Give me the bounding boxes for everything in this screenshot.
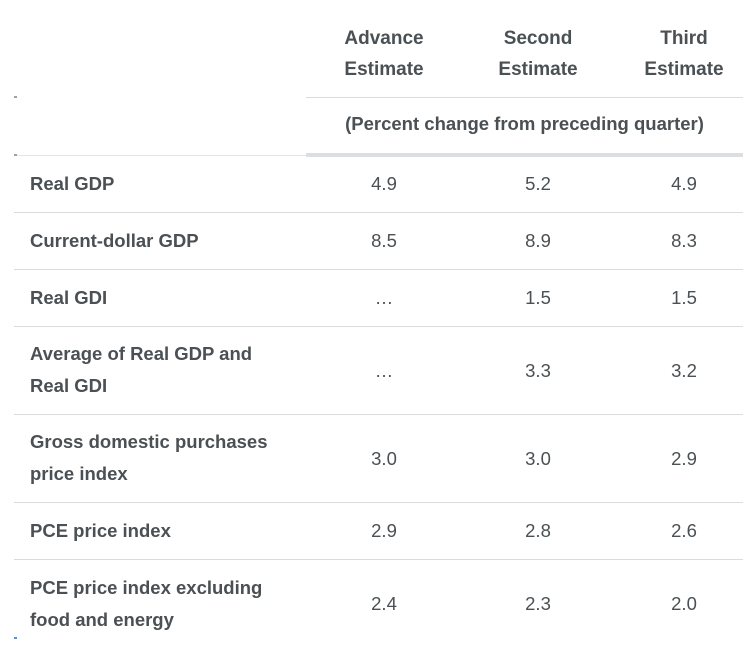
column-header-advance-estimate: Advance Estimate (309, 23, 459, 85)
value-advance: … (374, 360, 394, 381)
value-second: 2.3 (525, 593, 551, 614)
column-header-line: Second (503, 28, 573, 49)
value-third: 2.6 (671, 520, 697, 541)
row-label-line: Real GDI (30, 375, 108, 396)
column-header-line: Estimate (644, 59, 724, 80)
table-row: Gross domestic purchases price index 3.0… (14, 415, 743, 503)
subheader-divider (306, 153, 743, 157)
value-second: 8.9 (525, 230, 551, 251)
value-second: 1.5 (525, 287, 551, 308)
row-label: Average of Real GDP and Real GDI (30, 338, 252, 402)
units-subheader-row: (Percent change from preceding quarter) (0, 97, 743, 154)
column-header-line: Third (660, 28, 708, 49)
label-column-divider (14, 155, 306, 156)
row-divider-tick (14, 637, 17, 639)
table-header: Advance Estimate Second Estimate Third E… (0, 0, 743, 98)
row-label: Real GDP (30, 168, 114, 200)
row-label: Real GDI (30, 282, 107, 314)
value-second: 3.3 (525, 360, 551, 381)
table-row: Current-dollar GDP 8.5 8.9 8.3 (14, 213, 743, 270)
row-divider-tick (14, 96, 17, 98)
row-label: PCE price index (30, 515, 171, 547)
row-label-line: Gross domestic purchases (30, 431, 268, 452)
value-advance: 2.9 (371, 520, 397, 541)
value-third: 2.9 (671, 448, 697, 469)
row-label: Gross domestic purchases price index (30, 426, 268, 490)
row-label-line: Current-dollar GDP (30, 230, 199, 251)
row-label-line: price index (30, 463, 128, 484)
row-label-line: PCE price index (30, 520, 171, 541)
row-label-line: PCE price index excluding (30, 577, 263, 598)
row-divider-tick (14, 154, 17, 156)
value-third: 4.9 (671, 173, 697, 194)
column-header-line: Estimate (344, 59, 424, 80)
units-subheader: (Percent change from preceding quarter) (345, 113, 704, 134)
table-row: PCE price index excluding food and energ… (14, 560, 743, 638)
value-second: 2.8 (525, 520, 551, 541)
column-header-line: Estimate (498, 59, 578, 80)
row-label: PCE price index excluding food and energ… (30, 572, 262, 636)
value-advance: 2.4 (371, 593, 397, 614)
value-third: 3.2 (671, 360, 697, 381)
column-header-second-estimate: Second Estimate (463, 23, 613, 85)
value-third: 2.0 (671, 593, 697, 614)
table-row: Average of Real GDP and Real GDI … 3.3 3… (14, 327, 743, 415)
value-second: 5.2 (525, 173, 551, 194)
column-header-third-estimate: Third Estimate (609, 23, 743, 85)
value-third: 8.3 (671, 230, 697, 251)
value-second: 3.0 (525, 448, 551, 469)
value-advance: 8.5 (371, 230, 397, 251)
row-label-line: Real GDP (30, 173, 115, 194)
row-label-line: Average of Real GDP and (30, 343, 253, 364)
value-advance: 3.0 (371, 448, 397, 469)
row-label-line: Real GDI (30, 287, 108, 308)
value-advance: 4.9 (371, 173, 397, 194)
header-divider (306, 97, 743, 98)
value-third: 1.5 (671, 287, 697, 308)
row-label-line: food and energy (30, 609, 174, 630)
table-row: Real GDP 4.9 5.2 4.9 (14, 157, 743, 213)
column-header-line: Advance (344, 28, 424, 49)
value-advance: … (374, 287, 394, 308)
row-label: Current-dollar GDP (30, 225, 199, 257)
table-row: PCE price index 2.9 2.8 2.6 (14, 503, 743, 560)
table-row: Real GDI … 1.5 1.5 (14, 270, 743, 327)
